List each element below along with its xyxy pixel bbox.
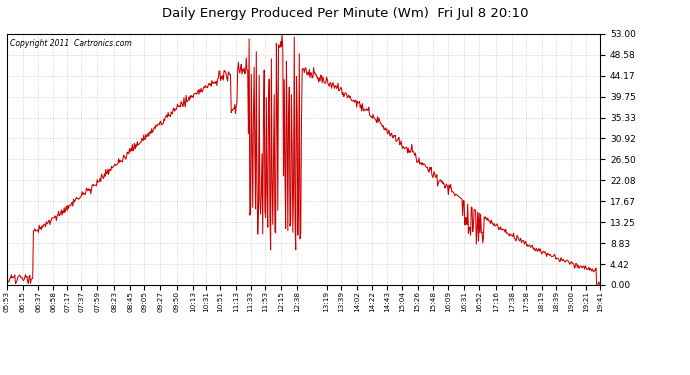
Text: Daily Energy Produced Per Minute (Wm)  Fri Jul 8 20:10: Daily Energy Produced Per Minute (Wm) Fr… (161, 8, 529, 21)
Text: Copyright 2011  Cartronics.com: Copyright 2011 Cartronics.com (10, 39, 132, 48)
